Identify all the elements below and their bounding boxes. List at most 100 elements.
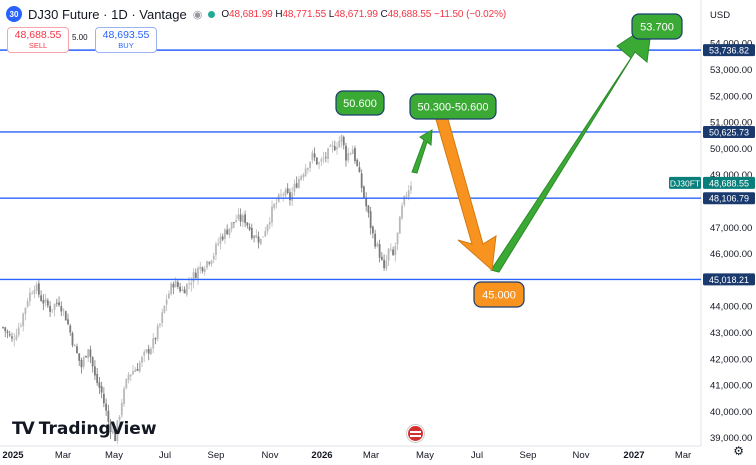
candle-body	[253, 236, 255, 238]
candle-body	[67, 319, 69, 325]
candle-body	[37, 283, 40, 295]
candle-body	[138, 362, 141, 372]
sell-label: SELL	[28, 41, 48, 50]
level-price-tag	[703, 192, 755, 205]
us-flag-event-icon[interactable]	[407, 425, 424, 442]
candle-body	[105, 403, 108, 411]
candle-body	[150, 348, 152, 355]
candle-body	[58, 302, 60, 306]
candle-body	[342, 136, 345, 146]
candle-body	[13, 339, 16, 341]
level-price-tag	[703, 44, 755, 57]
candle-body	[161, 312, 164, 324]
candle-body	[141, 357, 143, 363]
candle-body	[46, 300, 49, 306]
level-price-label: 50,625.73	[709, 127, 749, 137]
target-callout-label: 50.600	[343, 98, 377, 110]
tradingview-logo[interactable]: TV TradingView	[12, 419, 157, 439]
sell-button[interactable]: 48,688.55 SELL	[7, 27, 69, 53]
open-value: 48,681.99	[229, 8, 273, 20]
y-tick-label: 44,000.00	[710, 302, 752, 313]
candle-body	[282, 194, 285, 196]
candle-body	[194, 272, 197, 278]
candle-body	[80, 360, 83, 368]
candle-body	[172, 283, 175, 288]
candle-body	[268, 221, 271, 225]
candle-body	[29, 292, 31, 302]
x-tick-label: Jul	[471, 450, 483, 461]
candle-body	[275, 202, 278, 204]
candle-body	[374, 233, 377, 247]
candle-body	[118, 416, 121, 420]
y-tick-label: 41,000.00	[710, 381, 752, 392]
gear-icon[interactable]: ⚙	[733, 444, 744, 458]
candle-body	[291, 192, 294, 201]
candle-body	[152, 338, 155, 349]
candle-body	[120, 403, 123, 416]
candle-body	[179, 286, 181, 292]
x-tick-label: Nov	[573, 450, 590, 461]
candle-body	[8, 334, 11, 336]
candle-body	[385, 260, 388, 270]
candle-body	[55, 302, 58, 304]
candle-body	[387, 248, 390, 261]
candle-body	[295, 183, 298, 188]
candle-body	[405, 195, 408, 197]
candle-body	[188, 283, 190, 285]
candle-body	[109, 422, 112, 433]
candle-body	[71, 333, 74, 346]
candle-body	[123, 388, 125, 405]
price-axis-panel	[701, 0, 756, 465]
symbol-title[interactable]: DJ30 Future · 1D · Vantage	[28, 6, 187, 22]
candle-body	[17, 327, 20, 336]
candle-body	[354, 148, 356, 162]
candle-body	[192, 272, 195, 283]
candle-body	[185, 283, 188, 295]
candle-body	[201, 267, 204, 272]
tradingview-logo-text: TradingView	[38, 419, 157, 439]
level-price-tag	[703, 273, 755, 286]
candle-body	[363, 186, 365, 198]
candle-body	[199, 266, 202, 270]
candle-body	[116, 420, 119, 441]
candle-body	[378, 244, 381, 258]
candle-body	[62, 309, 65, 311]
candle-body	[367, 205, 370, 213]
candle-body	[91, 357, 94, 367]
candle-body	[31, 293, 34, 295]
candle-body	[224, 229, 226, 239]
candle-body	[174, 281, 177, 288]
candle-body	[87, 349, 90, 358]
candle-body	[255, 235, 258, 238]
candle-body	[306, 168, 309, 170]
visibility-eye-icon[interactable]: ◉	[192, 8, 203, 21]
candle-body	[358, 167, 361, 173]
candle-body	[170, 283, 173, 295]
symbol-tag-box	[669, 176, 701, 189]
x-tick-label: Sep	[208, 450, 225, 461]
target-callout-label: 50.300-50.600	[418, 102, 489, 114]
candle-body	[273, 204, 276, 209]
candle-body	[257, 236, 260, 243]
candle-body	[266, 224, 269, 232]
buy-button[interactable]: 48,693.55 BUY	[95, 27, 157, 53]
candle-body	[156, 325, 159, 340]
candle-body	[284, 189, 287, 196]
symbol-tag: DJ30FT	[670, 178, 700, 188]
high-value: 48,771.55	[282, 8, 327, 20]
candle-body	[73, 345, 76, 347]
candle-body	[248, 226, 251, 230]
candle-body	[302, 174, 305, 178]
y-tick-label: 49,000.00	[710, 170, 752, 181]
candle-body	[134, 369, 137, 372]
candle-body	[11, 336, 13, 339]
target-green-arrow	[490, 21, 653, 273]
candle-body	[89, 349, 92, 357]
candle-body	[293, 184, 296, 192]
y-tick-label: 50,000.00	[710, 144, 752, 155]
candle-body	[219, 236, 222, 244]
currency-label: USD	[710, 10, 730, 21]
candle-body	[383, 259, 385, 269]
candle-body	[250, 227, 253, 239]
